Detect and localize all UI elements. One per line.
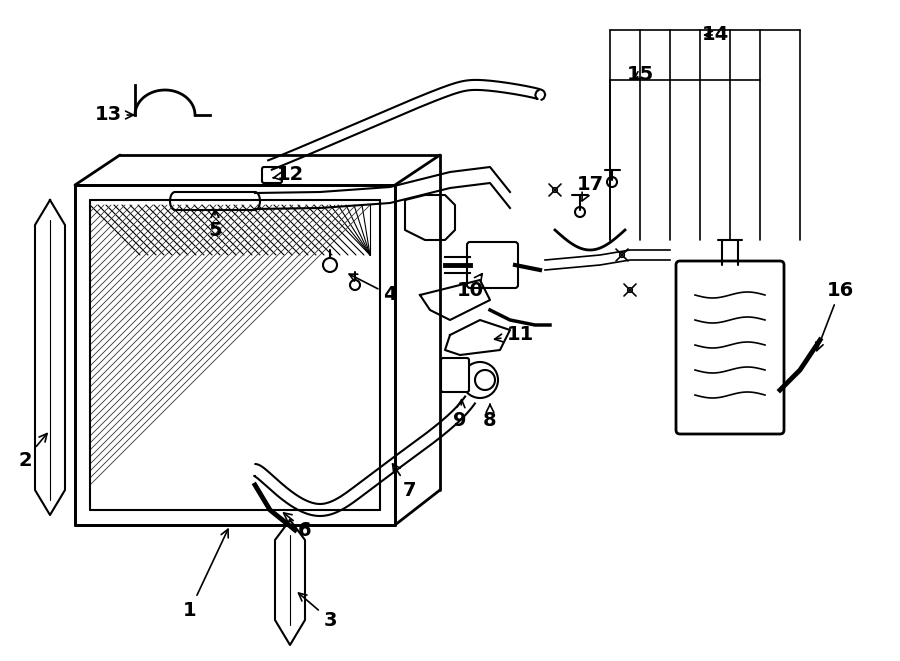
FancyBboxPatch shape [441,358,469,392]
FancyBboxPatch shape [262,167,282,183]
Text: 12: 12 [274,165,303,184]
FancyBboxPatch shape [467,242,518,288]
Text: 16: 16 [815,280,853,351]
FancyBboxPatch shape [676,261,784,434]
Text: 5: 5 [208,210,221,239]
Text: 4: 4 [349,274,397,305]
Text: 13: 13 [94,106,133,124]
Text: 7: 7 [392,464,417,500]
Text: 11: 11 [495,325,534,344]
Text: 14: 14 [701,26,729,44]
Text: 1: 1 [184,529,229,619]
Text: 8: 8 [483,405,497,430]
Text: 2: 2 [18,434,47,469]
Text: 6: 6 [284,513,311,539]
Text: 10: 10 [456,274,483,299]
Text: 15: 15 [626,65,653,85]
Text: 9: 9 [454,400,467,430]
Text: 3: 3 [299,593,337,629]
Text: 17: 17 [576,176,604,201]
